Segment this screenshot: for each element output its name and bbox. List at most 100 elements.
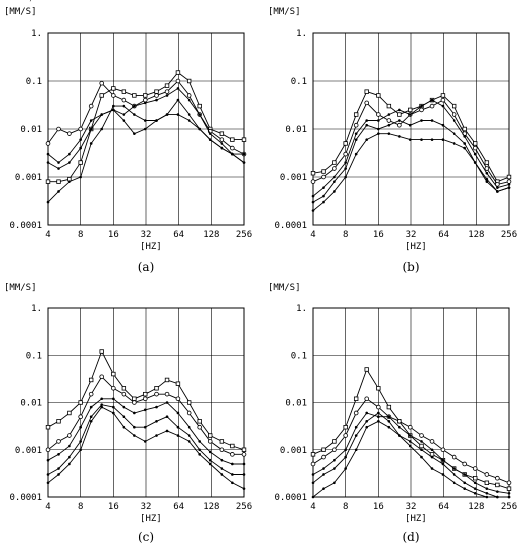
series-point xyxy=(386,404,392,410)
series-point xyxy=(175,70,181,75)
series-point xyxy=(198,453,201,456)
x-tick-label: 64 xyxy=(438,230,449,240)
series-point xyxy=(45,447,51,453)
x-tick-label: 8 xyxy=(78,230,83,240)
x-tick-label: 128 xyxy=(468,502,484,512)
x-tick-label: 16 xyxy=(373,502,384,512)
series-point xyxy=(430,455,434,459)
y-tick-label: 0.0001 xyxy=(274,221,307,231)
series-point xyxy=(112,405,115,409)
y-tick-label: 1. xyxy=(296,304,307,314)
series-point xyxy=(133,113,136,116)
panel-label: (b) xyxy=(402,260,419,274)
series-point xyxy=(397,419,402,424)
series-point xyxy=(100,113,103,116)
series-point xyxy=(440,447,446,453)
series-point xyxy=(133,411,136,415)
series-point xyxy=(333,467,336,470)
series-point xyxy=(68,180,71,183)
series-point xyxy=(354,132,358,135)
series-point xyxy=(111,93,116,98)
series-point xyxy=(322,200,325,204)
series-point xyxy=(441,104,445,108)
series-point xyxy=(88,377,94,383)
y-tick-label: 0.1 xyxy=(26,77,42,87)
y-tick-label: 0.001 xyxy=(15,446,42,456)
series-point xyxy=(473,491,477,495)
series-point xyxy=(121,97,127,103)
series-point xyxy=(112,397,115,401)
series-point xyxy=(377,119,380,122)
series-point xyxy=(67,131,72,136)
series-point xyxy=(408,113,412,116)
series-point xyxy=(332,447,337,453)
series-point xyxy=(99,349,104,354)
series-point xyxy=(321,454,326,460)
series-point xyxy=(365,425,368,429)
series-point xyxy=(333,481,336,485)
series-point xyxy=(207,439,213,444)
series-point xyxy=(89,420,93,423)
series-point xyxy=(46,473,50,476)
series-point xyxy=(311,209,315,212)
x-tick-label: 256 xyxy=(501,230,517,240)
series-point xyxy=(46,161,50,164)
series-point xyxy=(88,391,94,397)
series-point xyxy=(89,405,93,409)
x-tick-label: 256 xyxy=(501,502,517,512)
series-point xyxy=(506,179,512,184)
series-point xyxy=(344,167,347,170)
series-point xyxy=(79,146,82,150)
series-point xyxy=(56,179,61,184)
series-point xyxy=(333,175,336,179)
series-point xyxy=(133,425,136,429)
x-tick-label: 32 xyxy=(141,502,152,512)
series-point xyxy=(484,480,490,485)
series-point xyxy=(507,491,511,495)
series-point xyxy=(186,93,192,98)
series-point xyxy=(354,434,358,437)
series-point xyxy=(219,439,225,444)
series-point xyxy=(485,491,489,495)
series-point xyxy=(495,482,500,488)
series-point xyxy=(322,473,325,476)
x-tick-label: 16 xyxy=(108,230,119,240)
series-point xyxy=(354,425,358,429)
series-point xyxy=(197,424,202,430)
series-point xyxy=(473,141,478,146)
series-point xyxy=(164,377,170,383)
series-point xyxy=(354,448,358,452)
y-tick-label: 0.0001 xyxy=(9,221,42,231)
series-point xyxy=(241,447,247,452)
series-point xyxy=(408,434,412,437)
series-point xyxy=(68,161,71,164)
series-point xyxy=(165,429,169,433)
series-point xyxy=(176,411,180,415)
series-point xyxy=(164,89,170,94)
series-point xyxy=(398,119,401,122)
series-point xyxy=(311,481,315,485)
series-point xyxy=(133,434,136,437)
series-point xyxy=(484,160,490,165)
series-point xyxy=(441,123,445,127)
series-point xyxy=(473,487,477,490)
series-point xyxy=(68,455,71,459)
series-point xyxy=(79,138,82,141)
series-point xyxy=(230,443,235,449)
series-point xyxy=(100,403,103,406)
series-point xyxy=(89,119,93,122)
series-point xyxy=(230,145,235,151)
series-point xyxy=(387,420,391,423)
series-point xyxy=(186,410,192,416)
x-tick-label: 16 xyxy=(108,502,119,512)
series-point xyxy=(429,439,435,444)
series-point xyxy=(154,391,159,397)
series-point xyxy=(208,450,212,454)
series-point xyxy=(197,419,202,424)
series-point xyxy=(78,126,83,132)
series-point xyxy=(57,473,60,476)
y-tick-label: 0.001 xyxy=(15,173,42,183)
series-point xyxy=(208,132,212,135)
series-point xyxy=(122,405,126,409)
